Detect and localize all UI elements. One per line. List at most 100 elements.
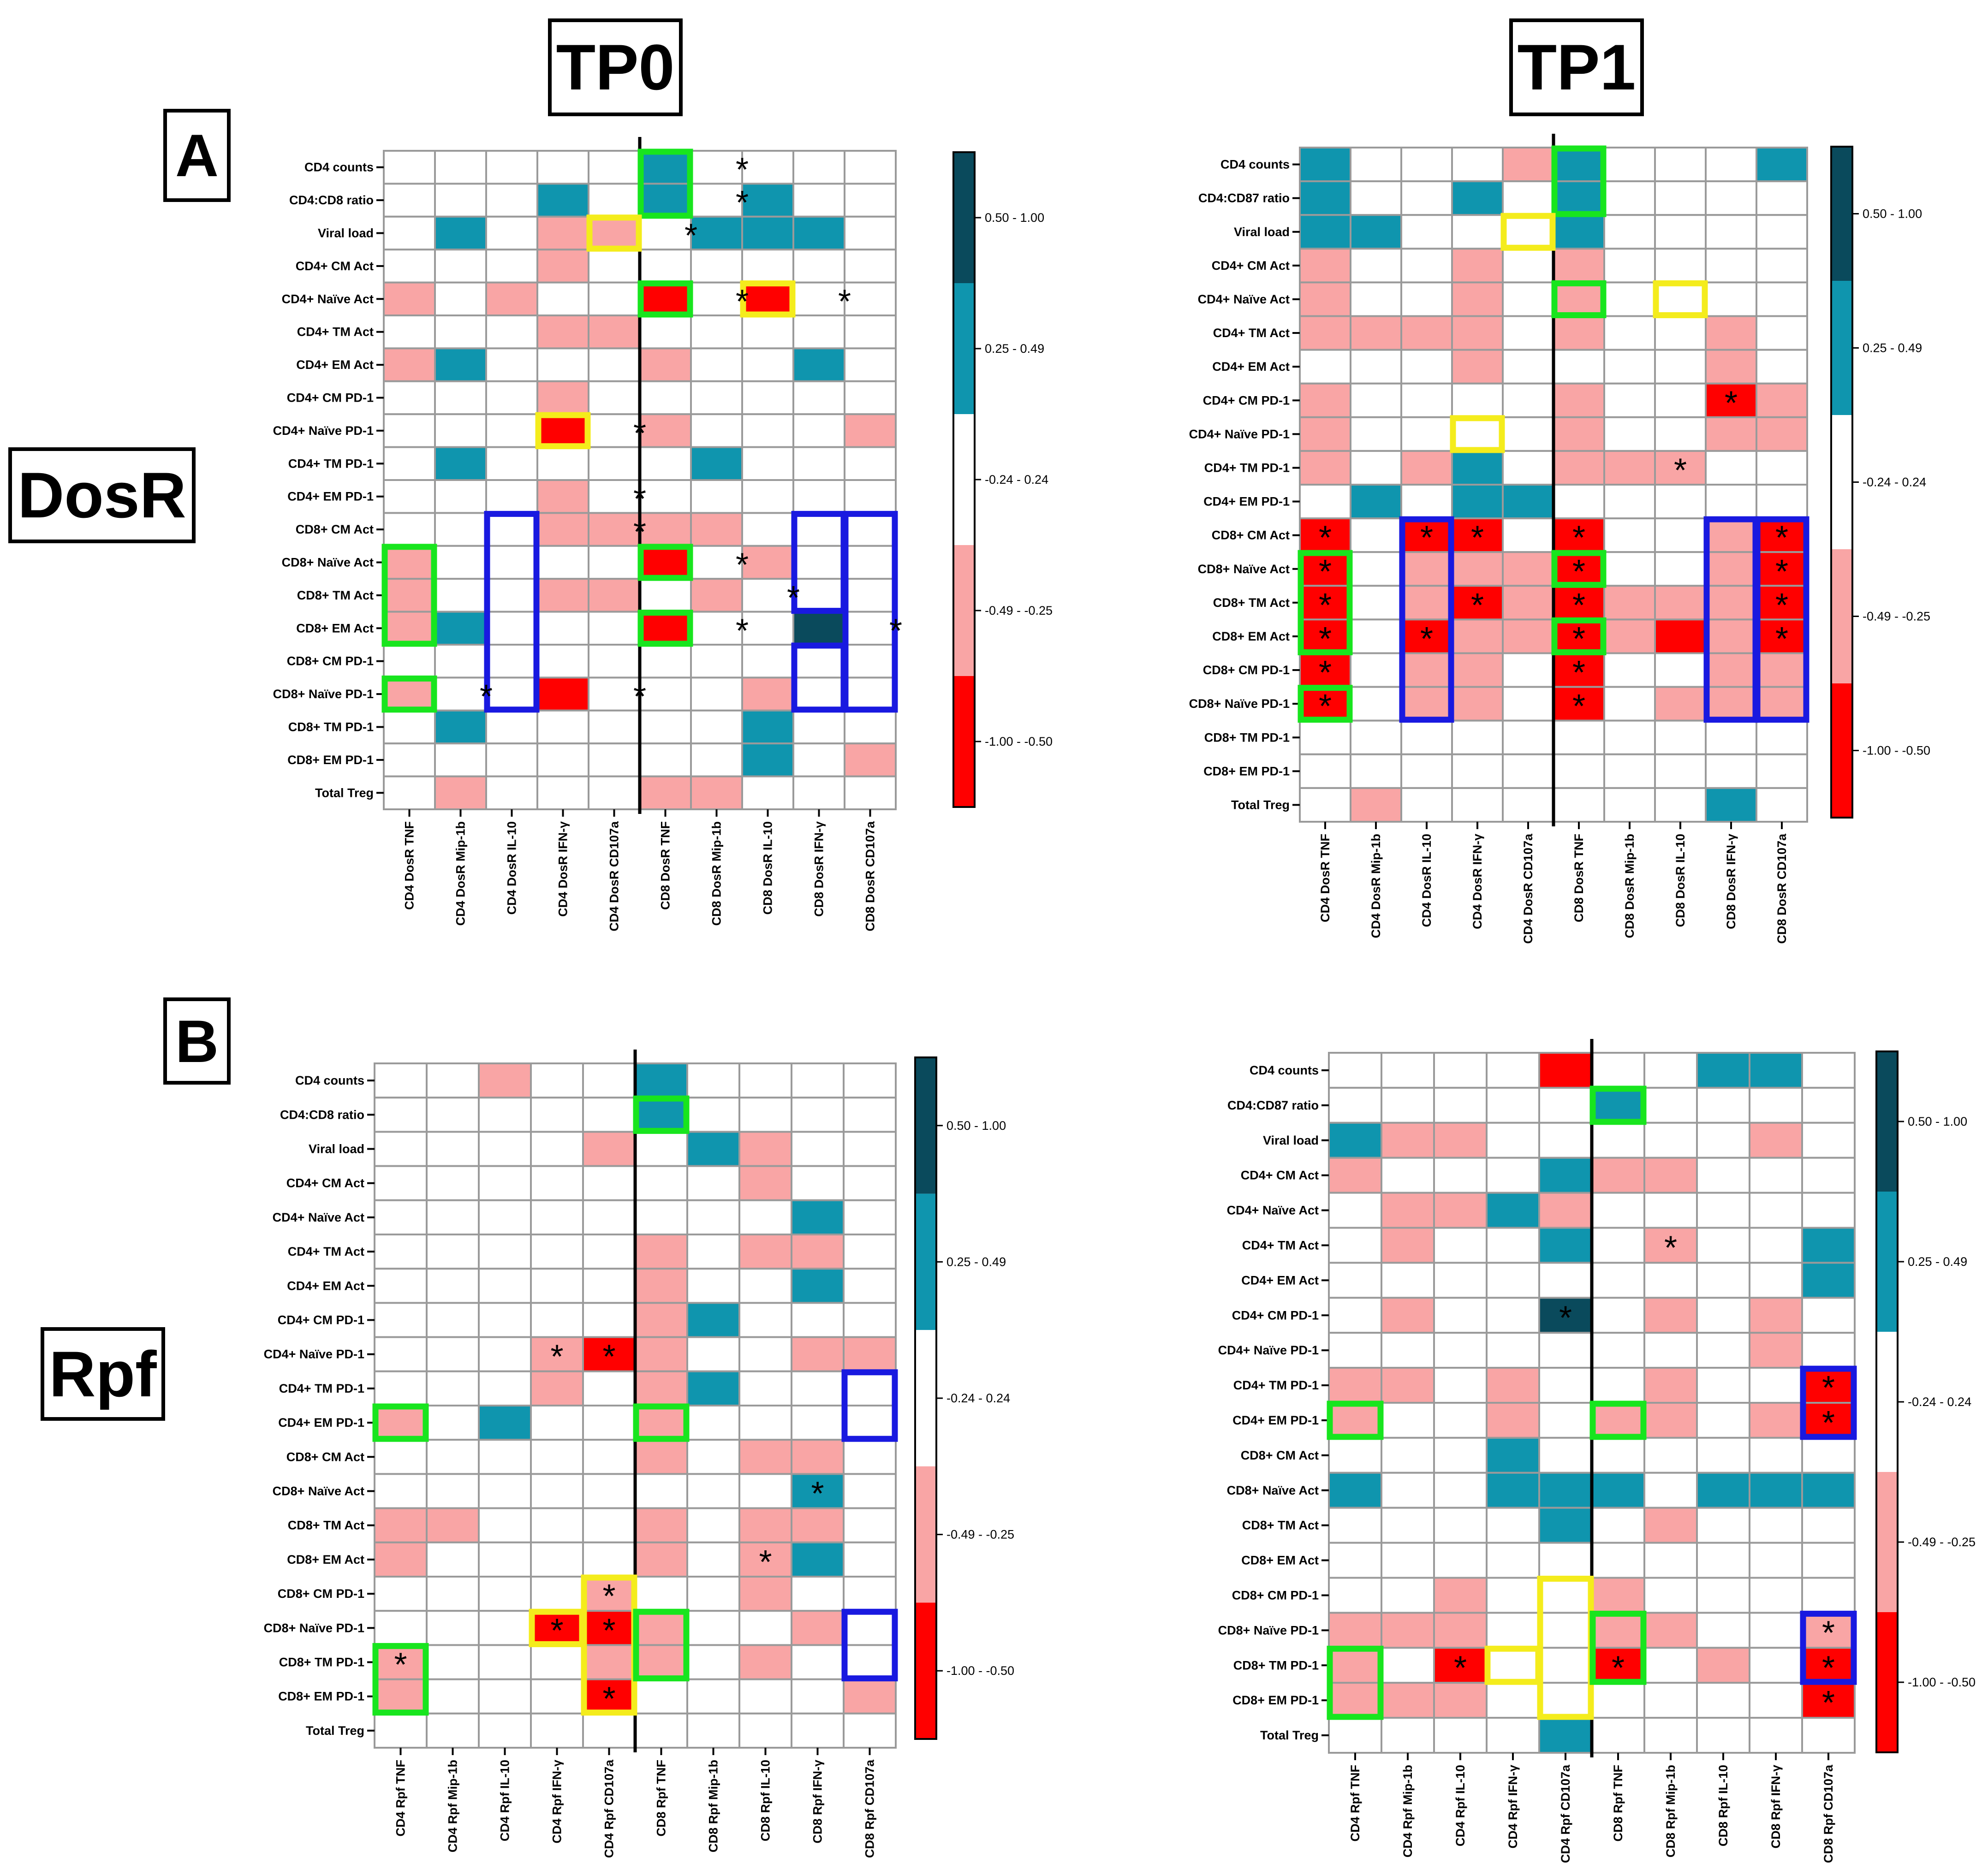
significance-asterisk: *: [394, 1647, 407, 1684]
legend-label: -0.24 - 0.24: [1908, 1395, 1971, 1409]
heatmap-cell: [1538, 1402, 1593, 1439]
significance-asterisk: *: [736, 283, 749, 320]
heatmap-cell: [1705, 450, 1757, 486]
heatmap-cell: [792, 380, 845, 415]
heatmap-cell: [1502, 787, 1554, 823]
heatmap-2: CD4 counts CD4:CD87 ratio Viral load CD4+ C…: [1189, 134, 1930, 944]
heatmap-cell: [686, 1576, 740, 1612]
heatmap-cell: [426, 1507, 480, 1543]
heatmap-cell: [1486, 1297, 1540, 1334]
heatmap-cell: [639, 512, 692, 547]
heatmap-cell: [1299, 416, 1351, 452]
row-label: CD4:CD87 ratio: [1198, 191, 1290, 205]
heatmap-cell: [1381, 1157, 1435, 1194]
heatmap-cell: [1749, 1121, 1803, 1159]
heatmap-cell: [1538, 1262, 1593, 1299]
heatmap-cell: [485, 578, 538, 613]
heatmap-cell: [1591, 1436, 1645, 1474]
heatmap-cell: [485, 150, 538, 185]
row-label: CD4+ EM Act: [296, 358, 374, 372]
column-label: CD4 Rpf IFN-γ: [1506, 1765, 1520, 1849]
heatmap-cell: [843, 1541, 897, 1578]
heatmap-cell: [1400, 315, 1453, 351]
heatmap-cell: [792, 775, 845, 810]
heatmap-cell: [536, 676, 589, 712]
heatmap-cell: [690, 578, 743, 613]
heatmap-cell: [1756, 652, 1808, 688]
row-label: CD8+ CM PD-1: [1232, 1588, 1319, 1602]
significance-asterisk: *: [1572, 520, 1585, 557]
column-label: CD4 DosR CD107a: [607, 821, 621, 932]
row-label: CD4+ CM PD-1: [1203, 393, 1290, 407]
heatmap-cell: [1801, 1682, 1856, 1719]
heatmap-cell: [791, 1131, 845, 1167]
heatmap-cell: [588, 380, 641, 415]
heatmap-cell: [1328, 1472, 1382, 1509]
row-label: CD4+ EM PD-1: [1203, 495, 1290, 509]
heatmap-cell: [1643, 1367, 1698, 1404]
heatmap-cell: [741, 215, 794, 251]
heatmap-cell: [690, 775, 743, 810]
row-label: CD8+ Naïve PD-1: [264, 1621, 364, 1635]
heatmap-cell: [1696, 1332, 1750, 1369]
heatmap-cell: [1433, 1157, 1488, 1194]
heatmap-cell: [1696, 1262, 1750, 1299]
heatmap-cell: [1299, 450, 1351, 486]
heatmap-cell: [1654, 551, 1707, 587]
heatmap-cell: [1643, 1086, 1698, 1124]
heatmap-cell: [792, 479, 845, 514]
heatmap-cell: [536, 775, 589, 810]
heatmap-cell: [434, 644, 487, 679]
legend-label: 0.50 - 1.00: [985, 211, 1044, 225]
heatmap-cell: [791, 1439, 845, 1475]
heatmap-cell: [1328, 1436, 1382, 1474]
heatmap-cell: [1381, 1612, 1435, 1649]
heatmap-cell: [634, 1610, 688, 1646]
heatmap-cell: [844, 545, 897, 580]
heatmap-cell: [1591, 1612, 1645, 1649]
heatmap-cell: [383, 512, 436, 547]
heatmap-cell: [791, 1234, 845, 1270]
heatmap-cell: [1705, 652, 1757, 688]
heatmap-cell: [1299, 281, 1351, 317]
heatmap-cell: [1451, 416, 1504, 452]
highlight-box-green: [633, 1095, 690, 1134]
heatmap-cell: [1502, 382, 1554, 418]
heatmap-cell: [690, 281, 743, 316]
heatmap-cell: [536, 512, 589, 547]
heatmap-cell: [1486, 1121, 1540, 1159]
heatmap-cell: [1591, 1367, 1645, 1404]
heatmap-cell: [1705, 618, 1757, 654]
highlight-box-blue: [1399, 516, 1454, 723]
heatmap-cell: [1591, 1086, 1645, 1124]
heatmap-cell: [1350, 416, 1402, 452]
heatmap-cell: [374, 1199, 428, 1236]
row-label: CD8+ CM PD-1: [1203, 663, 1290, 677]
heatmap-cell: [1299, 248, 1351, 284]
heatmap-cell: [792, 644, 845, 679]
heatmap-cell: [1801, 1717, 1856, 1754]
highlight-box-blue: [484, 510, 540, 713]
heatmap-cell: [1705, 787, 1757, 823]
heatmap-cell: [1502, 652, 1554, 688]
heatmap-cell: [1756, 450, 1808, 486]
heatmap-cell: [1643, 1647, 1698, 1684]
heatmap-cell: [1451, 652, 1504, 688]
highlight-box-green: [633, 1403, 690, 1442]
heatmap-cell: [634, 1199, 688, 1236]
heatmap-cell: [1696, 1192, 1750, 1229]
heatmap-cell: [844, 578, 897, 613]
heatmap-cell: [1591, 1682, 1645, 1719]
legend-frame: [952, 151, 976, 808]
heatmap-cell: [1756, 180, 1808, 216]
heatmap-cell: [1381, 1086, 1435, 1124]
heatmap-cell: [791, 1610, 845, 1646]
heatmap-cell: [485, 183, 538, 218]
significance-asterisk: *: [1822, 1405, 1835, 1442]
legend-swatch: [953, 545, 975, 676]
row-label: CD8+ Naïve PD-1: [273, 687, 374, 701]
significance-asterisk: *: [1572, 587, 1585, 624]
heatmap-cell: [1381, 1436, 1435, 1474]
heatmap-cell: [1705, 281, 1757, 317]
heatmap-cell: [741, 676, 794, 712]
